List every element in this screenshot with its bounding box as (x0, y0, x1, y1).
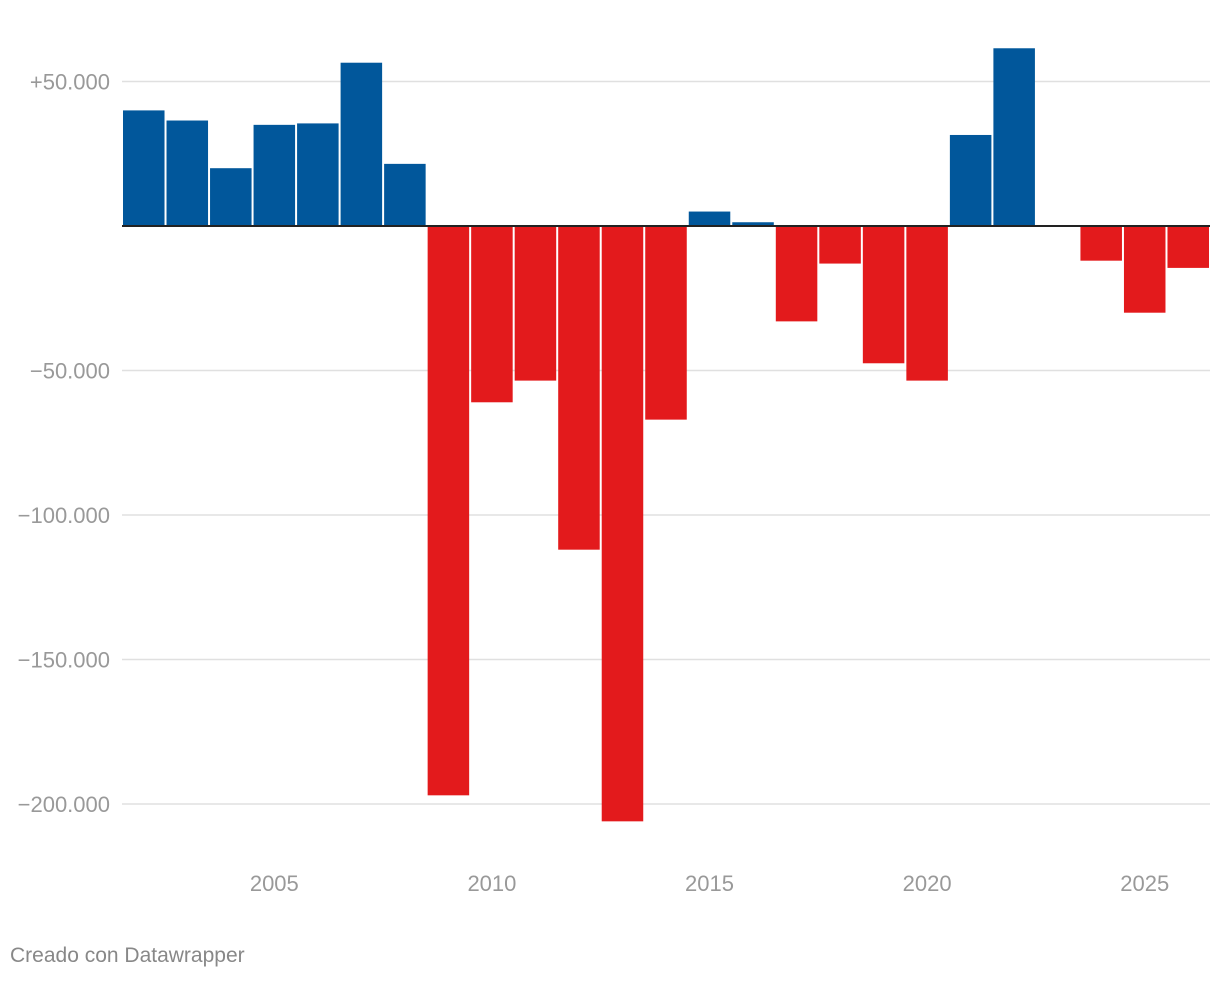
bar-2012[interactable] (558, 226, 600, 550)
bar-2005[interactable] (253, 124, 296, 226)
bar-2017[interactable] (775, 226, 818, 322)
bar-2016[interactable] (732, 222, 774, 226)
x-tick-label: 2005 (250, 871, 299, 896)
bar-2011[interactable] (514, 226, 557, 381)
bar-2014[interactable] (645, 226, 687, 420)
bar-2004[interactable] (210, 168, 252, 226)
credit-text: Creado con Datawrapper (10, 944, 245, 967)
y-tick-label: −100.000 (18, 503, 110, 528)
x-axis-tick-labels: 2005 2010 2015 2020 2025 (250, 871, 1169, 896)
bars (123, 48, 1209, 822)
x-tick-label: 2025 (1120, 871, 1169, 896)
bar-2020[interactable] (906, 226, 948, 381)
x-tick-label: 2010 (467, 871, 516, 896)
bar-2019[interactable] (862, 226, 905, 364)
y-tick-label: −50.000 (30, 359, 110, 384)
y-tick-label: −150.000 (18, 648, 110, 673)
bar-2022[interactable] (993, 48, 1035, 226)
bar-2015[interactable] (688, 211, 731, 226)
bar-2007[interactable] (340, 62, 383, 227)
bar-2010[interactable] (471, 226, 513, 403)
bar-2026[interactable] (1167, 226, 1209, 268)
bar-2009[interactable] (427, 226, 470, 796)
bar-2006[interactable] (297, 123, 339, 226)
y-axis-tick-labels: +50.000 −50.000 −100.000 −150.000 −200.000 (18, 70, 110, 818)
bar-2003[interactable] (166, 120, 209, 226)
bar-2002[interactable] (123, 110, 165, 226)
bar-2021[interactable] (949, 134, 992, 226)
bar-2024[interactable] (1080, 226, 1122, 261)
bar-2025[interactable] (1123, 226, 1166, 313)
y-tick-label: −200.000 (18, 792, 110, 817)
bar-2018[interactable] (819, 226, 861, 264)
bar-2008[interactable] (384, 163, 426, 226)
x-tick-label: 2015 (685, 871, 734, 896)
y-tick-label: +50.000 (30, 70, 110, 95)
bar-2013[interactable] (601, 226, 644, 822)
x-tick-label: 2020 (903, 871, 952, 896)
